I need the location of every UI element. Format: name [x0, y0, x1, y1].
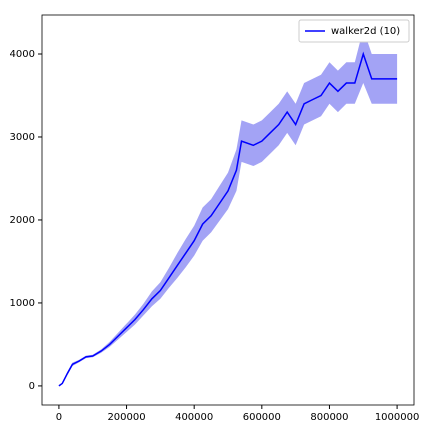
plot-frame [41, 14, 415, 406]
y-tick-label: 2000 [10, 215, 35, 226]
x-tick-label: 1000000 [375, 412, 420, 423]
y-tick-label: 0 [29, 381, 35, 392]
x-tick-label: 800000 [310, 412, 348, 423]
line [58, 51, 398, 387]
y-tick-label: 4000 [10, 49, 35, 60]
band [58, 29, 398, 386]
y-tick-label: 3000 [10, 132, 35, 143]
legend-box [298, 19, 410, 43]
x-tick-label: 0 [56, 412, 62, 423]
y-tick-label: 1000 [10, 298, 35, 309]
legend-label: walker2d (10) [331, 26, 400, 37]
x-tick-label: 600000 [243, 412, 281, 423]
x-tick-label: 200000 [107, 412, 145, 423]
x-tick-label: 400000 [175, 412, 213, 423]
